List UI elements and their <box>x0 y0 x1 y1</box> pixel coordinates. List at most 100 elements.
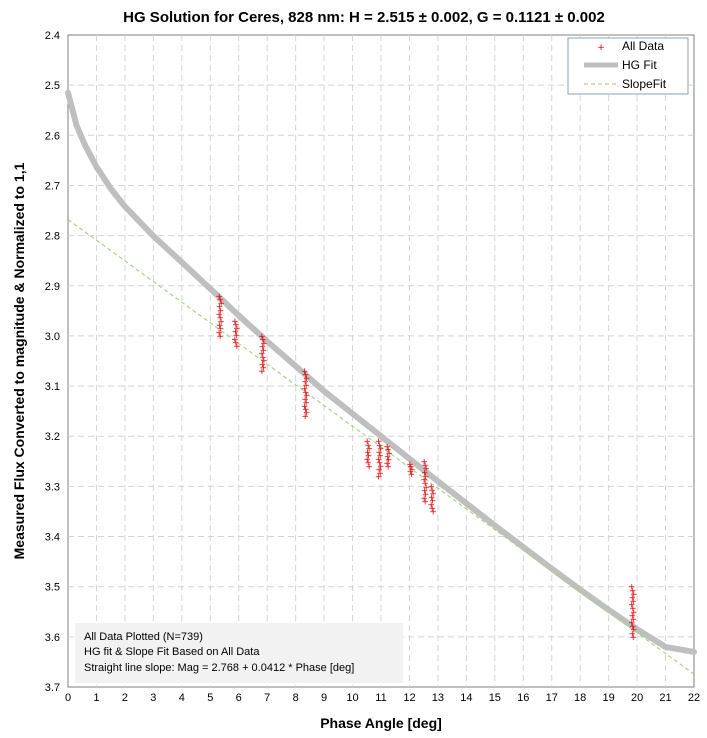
data-point: + <box>302 398 310 408</box>
x-tick-label: 11 <box>375 692 386 704</box>
data-points: +++++++++++++++++++++++++++++++ +++++++++… <box>215 292 637 643</box>
y-tick-label: 2.4 <box>45 30 60 42</box>
data-point: + <box>232 338 240 348</box>
data-point: + <box>421 468 429 478</box>
x-axis-ticks: 0 1 2 3 4 5 6 7 8 9 10 11 12 13 14 15 16 17 18 19 20 21 22 <box>65 692 700 704</box>
data-point: + <box>428 486 436 496</box>
data-point: + <box>301 377 309 387</box>
data-point: + <box>422 483 430 493</box>
data-point: + <box>420 494 428 504</box>
data-point: + <box>258 367 266 377</box>
y-tick-label: 2.5 <box>45 80 60 92</box>
x-tick-label: 18 <box>574 692 586 704</box>
data-point: + <box>421 497 429 507</box>
y-tick-label: 3.0 <box>45 331 60 343</box>
data-point: + <box>421 487 429 497</box>
data-point: + <box>216 332 224 342</box>
x-tick-label: 15 <box>489 692 501 704</box>
data-point: + <box>427 482 435 492</box>
data-point: + <box>215 328 223 338</box>
data-point: + <box>375 465 383 475</box>
data-point: + <box>376 458 384 468</box>
x-tick-label: 14 <box>460 692 472 704</box>
x-tick-label: 4 <box>179 692 185 704</box>
data-point: + <box>216 295 224 305</box>
data-point: + <box>363 437 371 447</box>
data-point: + <box>384 452 392 462</box>
data-point: + <box>383 442 391 452</box>
data-point: + <box>363 455 371 465</box>
data-point: + <box>421 479 429 489</box>
y-tick-label: 2.8 <box>45 231 60 243</box>
x-tick-label: 1 <box>93 692 99 704</box>
data-point: + <box>216 314 224 324</box>
data-point: + <box>420 476 428 486</box>
annotation-box <box>75 623 403 683</box>
data-point: + <box>429 490 437 500</box>
data-point: + <box>217 306 225 316</box>
y-tick-label: 3.2 <box>45 431 60 443</box>
data-point: + <box>233 342 241 352</box>
data-point: + <box>628 601 636 611</box>
x-tick-label: 10 <box>346 692 358 704</box>
data-point: + <box>259 360 267 370</box>
x-axis-label: Phase Angle [deg] <box>320 715 442 731</box>
data-point: + <box>258 332 266 342</box>
y-tick-label: 3.4 <box>45 532 60 544</box>
y-tick-label: 3.5 <box>45 582 60 594</box>
slope-fit-line <box>67 219 695 675</box>
data-point: + <box>429 497 437 507</box>
data-point: + <box>215 310 223 320</box>
x-tick-label: 19 <box>603 692 615 704</box>
data-point: + <box>420 457 428 467</box>
legend: + All Data HG Fit SlopeFit <box>567 37 689 95</box>
x-tick-label: 20 <box>631 692 643 704</box>
data-point: + <box>301 367 309 377</box>
data-point: + <box>629 611 637 621</box>
data-point: + <box>217 299 225 309</box>
data-point: + <box>407 467 415 477</box>
data-point: + <box>408 465 416 475</box>
annotation-line-3: Straight line slope: Mag = 2.768 + 0.041… <box>84 662 354 674</box>
data-point: + <box>233 324 241 334</box>
data-point: + <box>365 462 373 472</box>
data-point: + <box>630 626 638 636</box>
data-point: + <box>421 461 429 471</box>
y-tick-label: 2.6 <box>45 130 60 142</box>
data-point: + <box>384 446 392 456</box>
y-tick-label: 3.3 <box>45 481 60 493</box>
data-point: + <box>377 462 385 472</box>
data-point: + <box>301 412 309 422</box>
data-point: + <box>364 448 372 458</box>
annotation-line-2: HG fit & Slope Fit Based on All Data <box>84 646 260 658</box>
data-point: + <box>630 590 638 600</box>
x-tick-label: 9 <box>321 692 327 704</box>
data-point: + <box>301 395 309 405</box>
data-point: + <box>302 371 310 381</box>
x-tick-label: 13 <box>432 692 444 704</box>
data-point: + <box>629 622 637 632</box>
y-tick-label: 3.1 <box>45 381 60 393</box>
data-point: + <box>258 350 266 360</box>
data-point: + <box>260 346 268 356</box>
data-point: + <box>364 441 372 451</box>
data-point: + <box>260 364 268 374</box>
data-point: + <box>376 451 384 461</box>
data-point: + <box>628 619 636 629</box>
gridlines <box>68 35 694 687</box>
data-point: + <box>630 615 638 625</box>
x-tick-label: 22 <box>688 692 700 704</box>
data-point: + <box>630 597 638 607</box>
legend-marker-all-data: + <box>597 43 605 53</box>
data-point: + <box>231 317 239 327</box>
hg-fit-line <box>65 89 697 655</box>
data-point: + <box>216 303 224 313</box>
data-point: + <box>301 384 309 394</box>
annotation-line-1: All Data Plotted (N=739) <box>84 631 203 643</box>
data-point: + <box>233 331 241 341</box>
x-tick-label: 2 <box>122 692 128 704</box>
y-tick-label: 2.7 <box>45 180 60 192</box>
y-axis-ticks: 2.4 2.5 2.6 2.7 2.8 2.9 3.0 3.1 3.2 3.3 3.4 3.5 3.6 3… <box>45 30 60 694</box>
x-tick-label: 0 <box>65 692 71 704</box>
